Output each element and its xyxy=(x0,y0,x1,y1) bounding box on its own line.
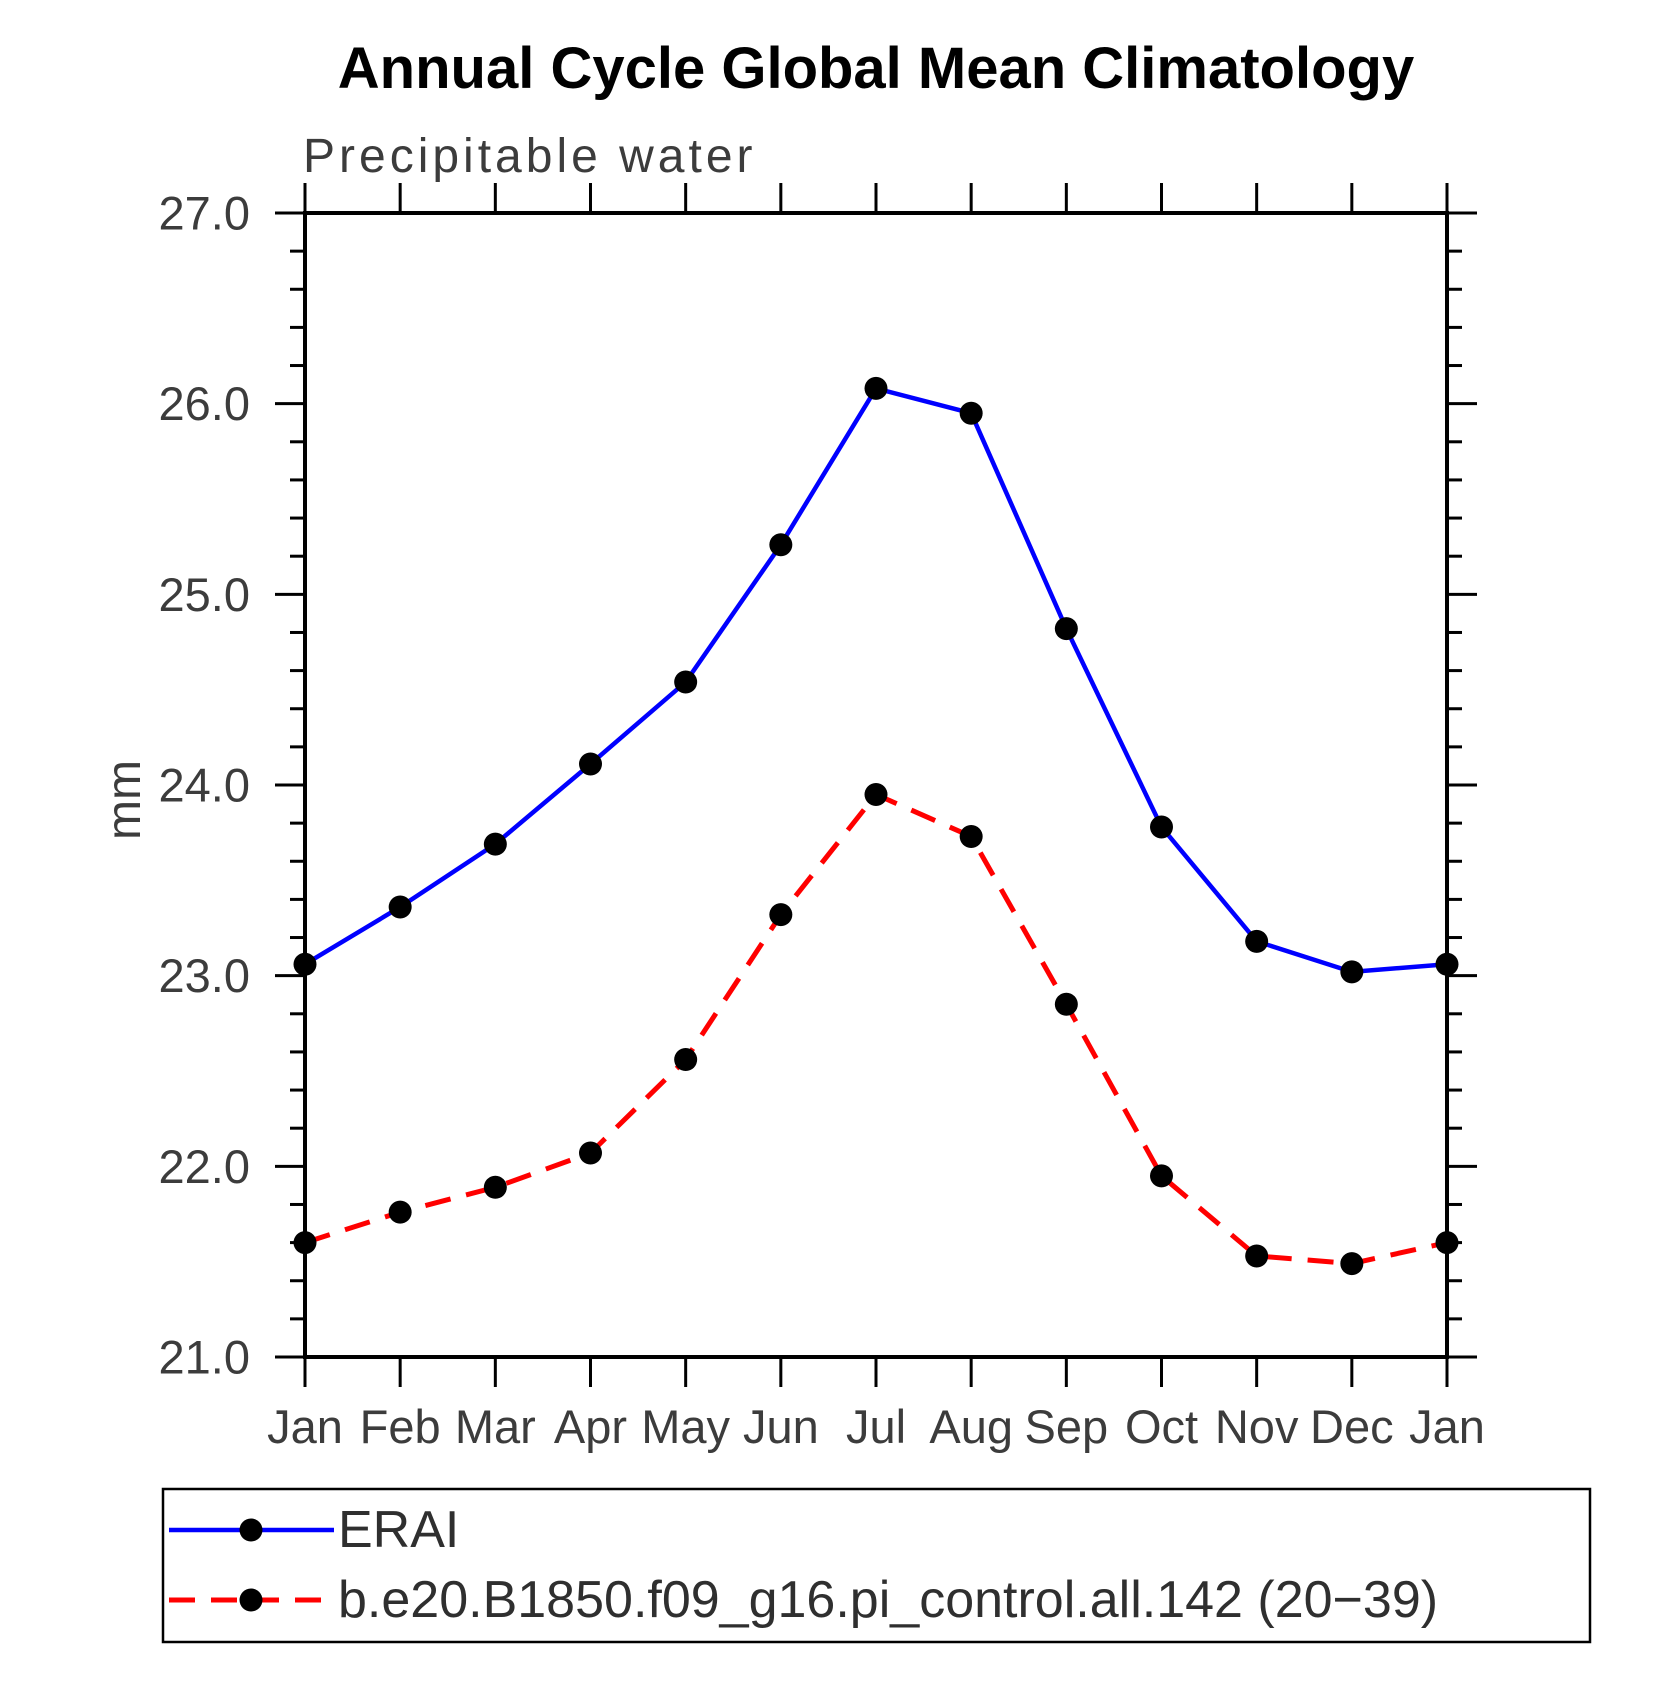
y-axis-tick-labels: 27.0 26.0 25.0 24.0 23.0 22.0 21.0 xyxy=(159,187,250,1384)
data-point-erai xyxy=(1435,952,1459,976)
data-point-erai xyxy=(579,752,602,776)
x-tick-label: Jan xyxy=(1409,1400,1485,1453)
data-series xyxy=(293,376,1459,1276)
y-tick-label: 22.0 xyxy=(159,1140,250,1193)
data-point-model xyxy=(1054,992,1078,1016)
data-point-erai xyxy=(959,401,983,425)
data-point-model xyxy=(864,783,888,807)
x-axis-tick-labels: Jan Feb Mar Apr May Jun Jul Aug Sep Oct Nov Dec Jan xyxy=(267,1400,1485,1453)
x-tick-label: Jan xyxy=(267,1400,343,1453)
x-tick-label: May xyxy=(641,1400,730,1453)
x-tick-label: Oct xyxy=(1125,1400,1198,1453)
data-point-erai xyxy=(388,895,412,919)
data-point-model xyxy=(483,1175,507,1199)
data-point-erai xyxy=(1245,929,1269,953)
y-tick-label: 24.0 xyxy=(159,759,250,812)
legend-label: ERAI xyxy=(338,1501,459,1559)
series-line-erai xyxy=(303,385,1448,975)
legend-box xyxy=(161,1487,1592,1644)
data-point-model xyxy=(1245,1244,1269,1268)
data-point-model xyxy=(579,1141,602,1165)
data-point-model xyxy=(1340,1252,1364,1276)
y-tick-label: 27.0 xyxy=(159,187,250,240)
legend: ERAI b.e20.B1850.f09_g16.pi_control.all.1… xyxy=(161,1487,1592,1644)
data-point-erai xyxy=(483,832,507,856)
y-axis-ticks xyxy=(275,211,1477,1359)
x-tick-label: Nov xyxy=(1215,1400,1299,1453)
data-point-model xyxy=(959,824,983,848)
y-tick-label: 23.0 xyxy=(159,949,250,1002)
x-tick-label: Feb xyxy=(360,1400,441,1453)
data-point-model xyxy=(1435,1231,1459,1255)
y-tick-label: 21.0 xyxy=(159,1331,250,1384)
x-tick-label: Aug xyxy=(929,1400,1013,1453)
data-point-erai xyxy=(769,533,793,557)
legend-marker xyxy=(239,1518,263,1542)
data-point-erai xyxy=(1340,960,1364,984)
legend-marker xyxy=(239,1588,263,1612)
y-tick-label: 25.0 xyxy=(159,568,250,621)
data-point-model xyxy=(1150,1164,1173,1188)
chart-subtitle: Precipitable water xyxy=(303,130,757,183)
data-point-erai xyxy=(674,670,698,694)
x-tick-label: Apr xyxy=(554,1400,627,1453)
x-tick-label: Mar xyxy=(455,1400,536,1453)
x-tick-label: Dec xyxy=(1310,1400,1394,1453)
data-point-model xyxy=(674,1048,698,1072)
x-tick-label: Jun xyxy=(743,1400,819,1453)
x-axis-ticks xyxy=(303,183,1449,1387)
data-point-erai xyxy=(1150,815,1173,839)
data-point-erai xyxy=(293,952,317,976)
legend-label: b.e20.B1850.f09_g16.pi_control.all.142 (… xyxy=(338,1571,1438,1629)
data-point-model xyxy=(769,903,793,927)
y-tick-label: 26.0 xyxy=(159,377,250,430)
y-axis-unit-label: mm xyxy=(98,760,151,840)
x-tick-label: Sep xyxy=(1025,1400,1109,1453)
data-point-model xyxy=(388,1200,412,1224)
series-line-model xyxy=(304,791,1448,1267)
x-tick-label: Jul xyxy=(846,1400,906,1453)
data-point-erai xyxy=(1054,617,1078,641)
chart-title: Annual Cycle Global Mean Climatology xyxy=(338,36,1414,101)
data-point-erai xyxy=(864,376,888,400)
data-point-model xyxy=(293,1231,317,1255)
